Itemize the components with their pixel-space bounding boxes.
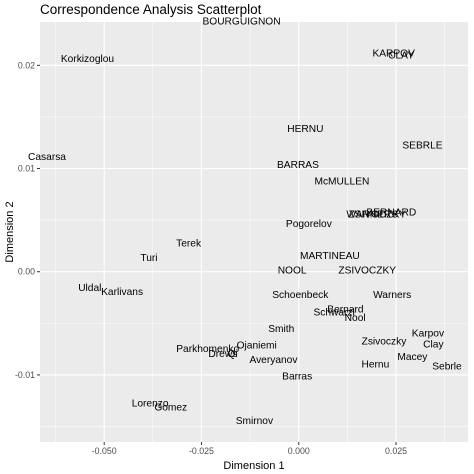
point-label: HERNU: [287, 124, 323, 135]
point-label: Parkhomenko: [176, 344, 239, 355]
y-axis-title: Dimension 2: [4, 201, 16, 262]
point-label: Turi: [140, 253, 157, 264]
point-label: ZSIVOCZKY: [338, 265, 396, 276]
y-tick-label: 0.00: [18, 267, 35, 277]
point-label: SEBRLE: [402, 141, 442, 152]
point-label: Warners: [373, 290, 411, 301]
point-label: Smith: [268, 324, 294, 335]
point-label: CLAY: [388, 51, 414, 62]
x-axis-title: Dimension 1: [223, 460, 284, 472]
point-label: WARNERS: [346, 210, 398, 221]
point-label: Zsivoczky: [362, 337, 408, 348]
point-label: BERNARD: [366, 208, 416, 219]
point-label: Gomez: [154, 403, 187, 414]
point-label: Casarsa: [28, 152, 66, 163]
point-label: Uldal: [78, 283, 101, 294]
x-tick-label: -0.025: [189, 446, 214, 456]
point-label: Drews: [208, 349, 237, 360]
y-tick-label: -0.01: [15, 370, 35, 380]
point-label: Qi: [228, 349, 238, 360]
point-label: Lorenzo: [132, 399, 169, 410]
y-axis-ticks: -0.01 0.00 0.01 0.02: [15, 60, 40, 380]
point-label: Terek: [176, 239, 202, 250]
point-label: BARRAS: [277, 160, 319, 171]
point-label: Pogorelov: [286, 219, 333, 230]
x-tick-label: 0.000: [288, 446, 310, 456]
point-label: Schwarzl: [313, 308, 354, 319]
chart-title: Correspondence Analysis Scatterplot: [40, 2, 262, 17]
point-label: Karpov: [412, 328, 445, 339]
plot-panel: [40, 22, 468, 442]
point-label: Schoenbeck: [272, 290, 329, 301]
point-label: Bernard: [327, 305, 364, 316]
point-label: ZSIVOCZKY: [348, 210, 406, 221]
point-label: Clay: [423, 340, 444, 351]
point-label: McMULLEN: [314, 177, 369, 188]
point-label: Korkizoglou: [61, 54, 114, 65]
x-tick-label: -0.050: [92, 446, 117, 456]
point-label: BOURGUIGNON: [202, 17, 280, 28]
point-label: Karlivans: [101, 287, 143, 298]
point-label: Averyanov: [249, 355, 298, 366]
x-tick-label: 0.025: [385, 446, 407, 456]
point-label: Barras: [282, 372, 312, 383]
point-label: NOOL: [278, 265, 307, 276]
point-label: Hernu: [362, 359, 390, 370]
point-label: Smirnov: [236, 416, 274, 427]
point-label: Macey: [397, 352, 428, 363]
point-label: MARTINEAU: [300, 251, 360, 262]
point-label: Nool: [345, 313, 366, 324]
y-tick-label: 0.01: [18, 164, 35, 174]
x-axis-ticks: -0.050 -0.025 0.000 0.025: [92, 442, 407, 456]
y-tick-label: 0.02: [18, 60, 35, 70]
point-label: Sebrle: [432, 361, 462, 372]
point-label: Ojaniemi: [237, 341, 277, 352]
major-gridlines: [40, 22, 468, 442]
minor-gridlines: [40, 22, 468, 442]
point-label: KARPOV: [372, 49, 415, 60]
